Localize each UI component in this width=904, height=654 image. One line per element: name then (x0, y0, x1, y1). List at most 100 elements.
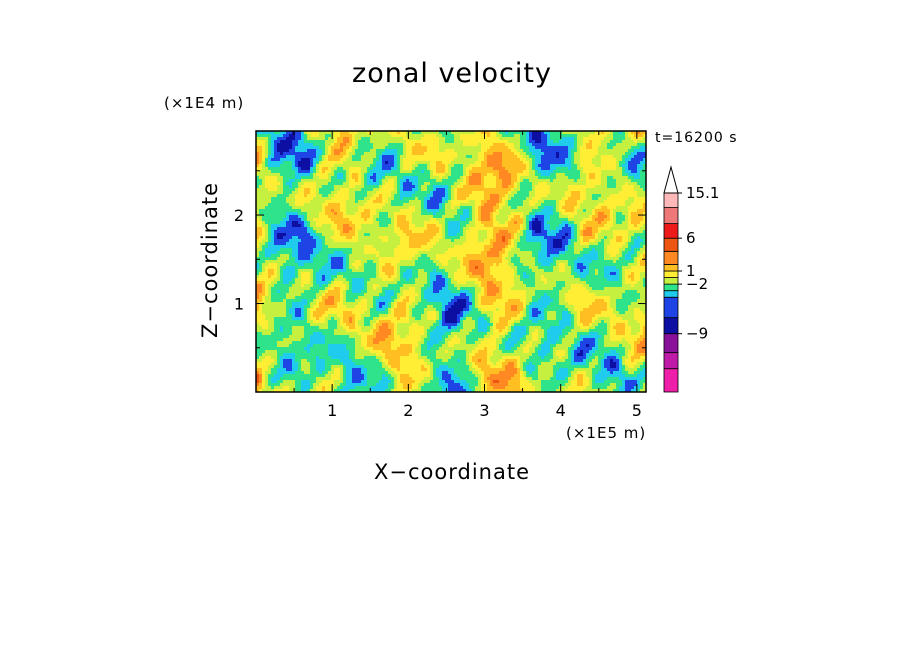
field-cell (520, 191, 524, 195)
field-cell (412, 224, 416, 228)
field-cell (331, 209, 335, 213)
field-cell (448, 143, 452, 147)
field-cell (520, 224, 524, 228)
field-cell (553, 176, 557, 180)
field-cell (583, 242, 587, 246)
field-cell (640, 227, 644, 231)
field-cell (598, 212, 602, 216)
field-cell (319, 179, 323, 183)
field-cell (586, 242, 590, 246)
field-cell (523, 158, 527, 162)
field-cell (379, 197, 383, 201)
field-cell (361, 179, 365, 183)
field-cell (439, 239, 443, 243)
field-cell (469, 149, 473, 153)
field-cell (598, 236, 602, 240)
field-cell (550, 158, 554, 162)
field-cell (259, 233, 263, 237)
field-cell (286, 173, 290, 177)
field-cell (349, 203, 353, 207)
field-cell (352, 185, 356, 189)
field-cell (484, 155, 488, 159)
field-cell (508, 182, 512, 186)
field-cell (301, 137, 305, 141)
field-cell (418, 224, 422, 228)
field-cell (310, 134, 314, 138)
field-cell (337, 152, 341, 156)
field-cell (550, 134, 554, 138)
field-cell (382, 158, 386, 162)
field-cell (631, 164, 635, 168)
field-cell (418, 209, 422, 213)
field-cell (271, 173, 275, 177)
field-cell (631, 239, 635, 243)
field-cell (322, 200, 326, 204)
field-cell (493, 173, 497, 177)
field-cell (373, 242, 377, 246)
field-cell (331, 179, 335, 183)
field-cell (433, 152, 437, 156)
field-cell (295, 182, 299, 186)
field-cell (358, 200, 362, 204)
field-cell (637, 203, 641, 207)
field-cell (505, 158, 509, 162)
field-cell (553, 170, 557, 174)
field-cell (613, 215, 617, 219)
field-cell (574, 227, 578, 231)
field-cell (328, 197, 332, 201)
field-cell (628, 146, 632, 150)
field-cell (481, 155, 485, 159)
field-cell (370, 203, 374, 207)
field-cell (598, 197, 602, 201)
field-cell (451, 203, 455, 207)
field-cell (547, 242, 551, 246)
field-cell (523, 131, 527, 135)
field-cell (463, 218, 467, 222)
field-cell (343, 215, 347, 219)
field-cell (406, 233, 410, 237)
field-cell (478, 182, 482, 186)
field-cell (358, 155, 362, 159)
field-cell (394, 179, 398, 183)
field-cell (631, 167, 635, 171)
field-cell (268, 203, 272, 207)
field-cell (268, 233, 272, 237)
field-cell (331, 155, 335, 159)
field-cell (316, 215, 320, 219)
field-cell (367, 242, 371, 246)
field-cell (277, 131, 281, 135)
field-cell (370, 146, 374, 150)
field-cell (568, 134, 572, 138)
field-cell (583, 140, 587, 144)
field-cell (514, 173, 518, 177)
field-cell (409, 203, 413, 207)
field-cell (496, 149, 500, 153)
field-cell (442, 179, 446, 183)
field-cell (487, 146, 491, 150)
field-cell (466, 170, 470, 174)
field-cell (538, 185, 542, 189)
field-cell (277, 200, 281, 204)
field-cell (613, 188, 617, 192)
field-cell (502, 140, 506, 144)
field-cell (529, 203, 533, 207)
field-cell (319, 239, 323, 243)
field-cell (544, 167, 548, 171)
field-cell (568, 161, 572, 165)
field-cell (643, 200, 646, 204)
field-cell (412, 164, 416, 168)
field-cell (415, 212, 419, 216)
field-cell (481, 242, 485, 246)
field-cell (505, 134, 509, 138)
field-cell (376, 245, 380, 249)
field-cell (562, 161, 566, 165)
field-cell (520, 161, 524, 165)
field-cell (289, 209, 293, 213)
field-cell (634, 176, 638, 180)
field-cell (322, 131, 326, 135)
field-cell (616, 176, 620, 180)
field-cell (274, 176, 278, 180)
field-cell (352, 140, 356, 144)
field-cell (454, 158, 458, 162)
field-cell (256, 227, 260, 231)
